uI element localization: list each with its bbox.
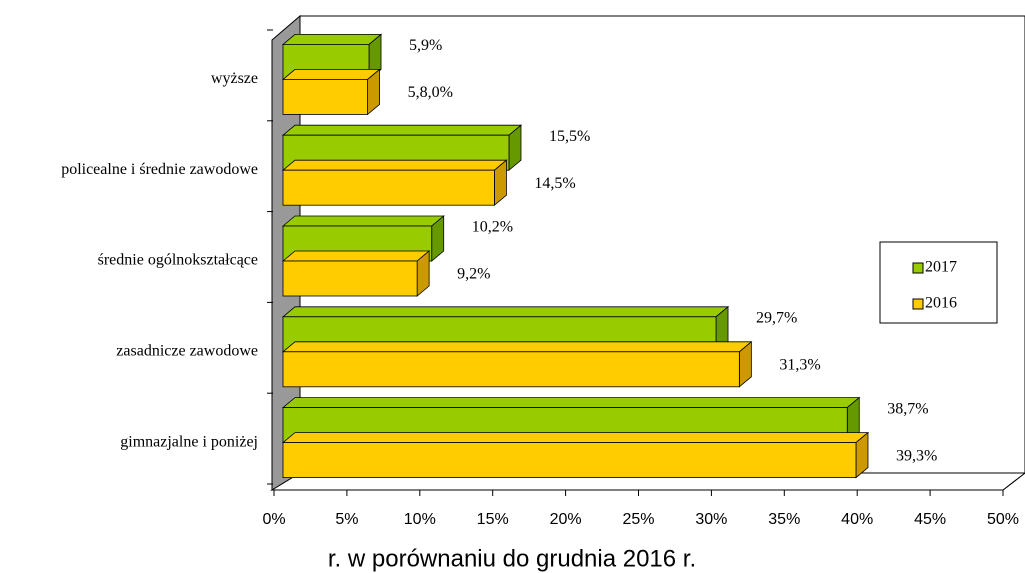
- y-tick-label: gimnazjalne i poniżej: [120, 433, 258, 450]
- x-tick-label: 35%: [768, 511, 800, 528]
- x-tick-label: 40%: [841, 511, 873, 528]
- x-tick-label: 50%: [987, 511, 1019, 528]
- bar: [281, 340, 753, 388]
- bar-top: [281, 341, 753, 353]
- value-label: 9,2%: [457, 266, 490, 283]
- value-label: 10,2%: [472, 219, 513, 236]
- bar-front: [282, 351, 740, 388]
- x-tick-label: 45%: [914, 511, 946, 528]
- x-tick-label: 10%: [404, 511, 436, 528]
- value-label: 15,5%: [549, 128, 590, 145]
- legend-swatch: [912, 298, 924, 310]
- x-tick-label: 25%: [622, 511, 654, 528]
- value-label: 31,3%: [779, 356, 820, 373]
- y-tick-label: zasadnicze zawodowe: [116, 342, 258, 359]
- bar-front: [282, 260, 418, 297]
- bar-top: [281, 69, 381, 80]
- y-tick-label: policealne i średnie zawodowe: [61, 161, 258, 178]
- bar-top: [281, 432, 870, 444]
- value-label: 5,8,0%: [408, 84, 453, 101]
- bar-top: [281, 34, 383, 45]
- y-tick-label: średnie ogólnokształcące: [98, 252, 258, 269]
- bar-top: [281, 159, 508, 171]
- bar-top: [281, 250, 431, 262]
- bar-top: [281, 306, 730, 318]
- x-tick-label: 5%: [335, 511, 358, 528]
- legend-box: [879, 241, 998, 324]
- value-label: 14,5%: [534, 175, 575, 192]
- legend-label: 2016: [925, 295, 957, 312]
- bar: [281, 250, 431, 297]
- value-label: 38,7%: [887, 400, 928, 417]
- caption: r. w porównaniu do grudnia 2016 r.: [328, 545, 696, 572]
- value-label: 29,7%: [756, 309, 797, 326]
- bar-top: [281, 397, 861, 409]
- x-tick-label: 30%: [695, 511, 727, 528]
- bar: [281, 431, 870, 479]
- legend-swatch: [912, 262, 924, 274]
- bar-front: [282, 79, 368, 115]
- x-tick-label: 20%: [550, 511, 582, 528]
- bar-front: [282, 442, 857, 479]
- bar: [281, 159, 508, 207]
- value-label: 5,9%: [409, 37, 442, 54]
- value-label: 39,3%: [896, 447, 937, 464]
- bar-front: [282, 169, 495, 206]
- x-tick-label: 15%: [477, 511, 509, 528]
- bar-top: [281, 215, 445, 227]
- bar-top: [281, 124, 523, 136]
- x-tick-label: 0%: [262, 511, 285, 528]
- y-tick-label: wyższe: [211, 70, 258, 87]
- legend-label: 2017: [925, 259, 957, 276]
- bar: [281, 68, 381, 116]
